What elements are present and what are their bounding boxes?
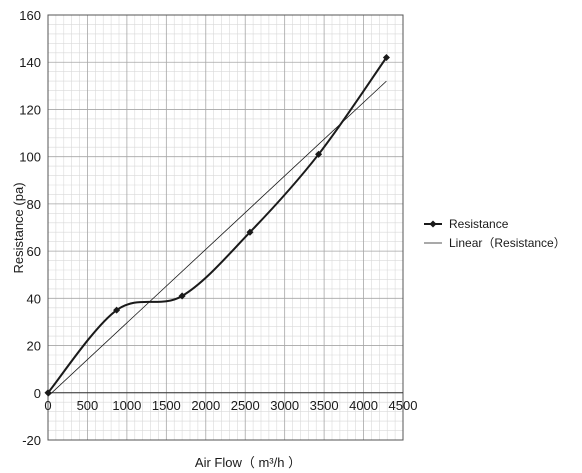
y-tick-labels: -20 0 20 40 60 80 100 120 140 160 [19, 8, 41, 448]
series-resistance-marker [113, 306, 121, 314]
x-tick-label: 1000 [112, 398, 141, 413]
minor-grid [48, 15, 403, 440]
legend-item-linear: Linear（Resistance） [424, 236, 566, 250]
series-resistance-marker [246, 228, 254, 236]
series-linear-trendline [47, 80, 387, 397]
x-tick-label: 1500 [152, 398, 181, 413]
series-resistance-marker [315, 150, 323, 158]
series-layer [44, 53, 390, 397]
y-tick-label: 80 [27, 197, 41, 212]
y-tick-label: 60 [27, 244, 41, 259]
x-tick-label: 4000 [349, 398, 378, 413]
x-tick-label: 3000 [270, 398, 299, 413]
x-tick-label: 2000 [191, 398, 220, 413]
legend-label-resistance: Resistance [449, 217, 509, 231]
x-tick-label: 3500 [310, 398, 339, 413]
x-axis-title: Air Flow（ m³/h ） [195, 455, 301, 470]
x-tick-labels: 0 500 1000 1500 2000 2500 3000 3500 4000 4500 [44, 398, 417, 413]
series-resistance-marker [44, 389, 52, 397]
legend: Resistance Linear（Resistance） [424, 217, 566, 250]
series-resistance-marker [382, 53, 390, 62]
legend-item-resistance: Resistance [424, 217, 509, 231]
plot-frame [47, 14, 404, 441]
x-tick-label: 0 [44, 398, 51, 413]
major-grid [47, 14, 404, 441]
y-tick-label: 120 [19, 102, 41, 117]
y-tick-label: 140 [19, 55, 41, 70]
y-tick-label: 160 [19, 8, 41, 23]
legend-label-linear: Linear（Resistance） [449, 236, 566, 250]
series-resistance-marker [178, 292, 186, 300]
y-tick-label: 40 [27, 291, 41, 306]
x-tick-label: 4500 [389, 398, 418, 413]
y-tick-label: 0 [34, 386, 41, 401]
legend-marker-resistance [429, 220, 437, 228]
y-axis-title: Resistance (pa) [11, 182, 26, 273]
x-tick-label: 2500 [231, 398, 260, 413]
y-tick-label: 20 [27, 339, 41, 354]
y-tick-label: -20 [22, 433, 41, 448]
x-tick-label: 500 [77, 398, 99, 413]
series-resistance-line [47, 56, 388, 394]
y-tick-label: 100 [19, 150, 41, 165]
